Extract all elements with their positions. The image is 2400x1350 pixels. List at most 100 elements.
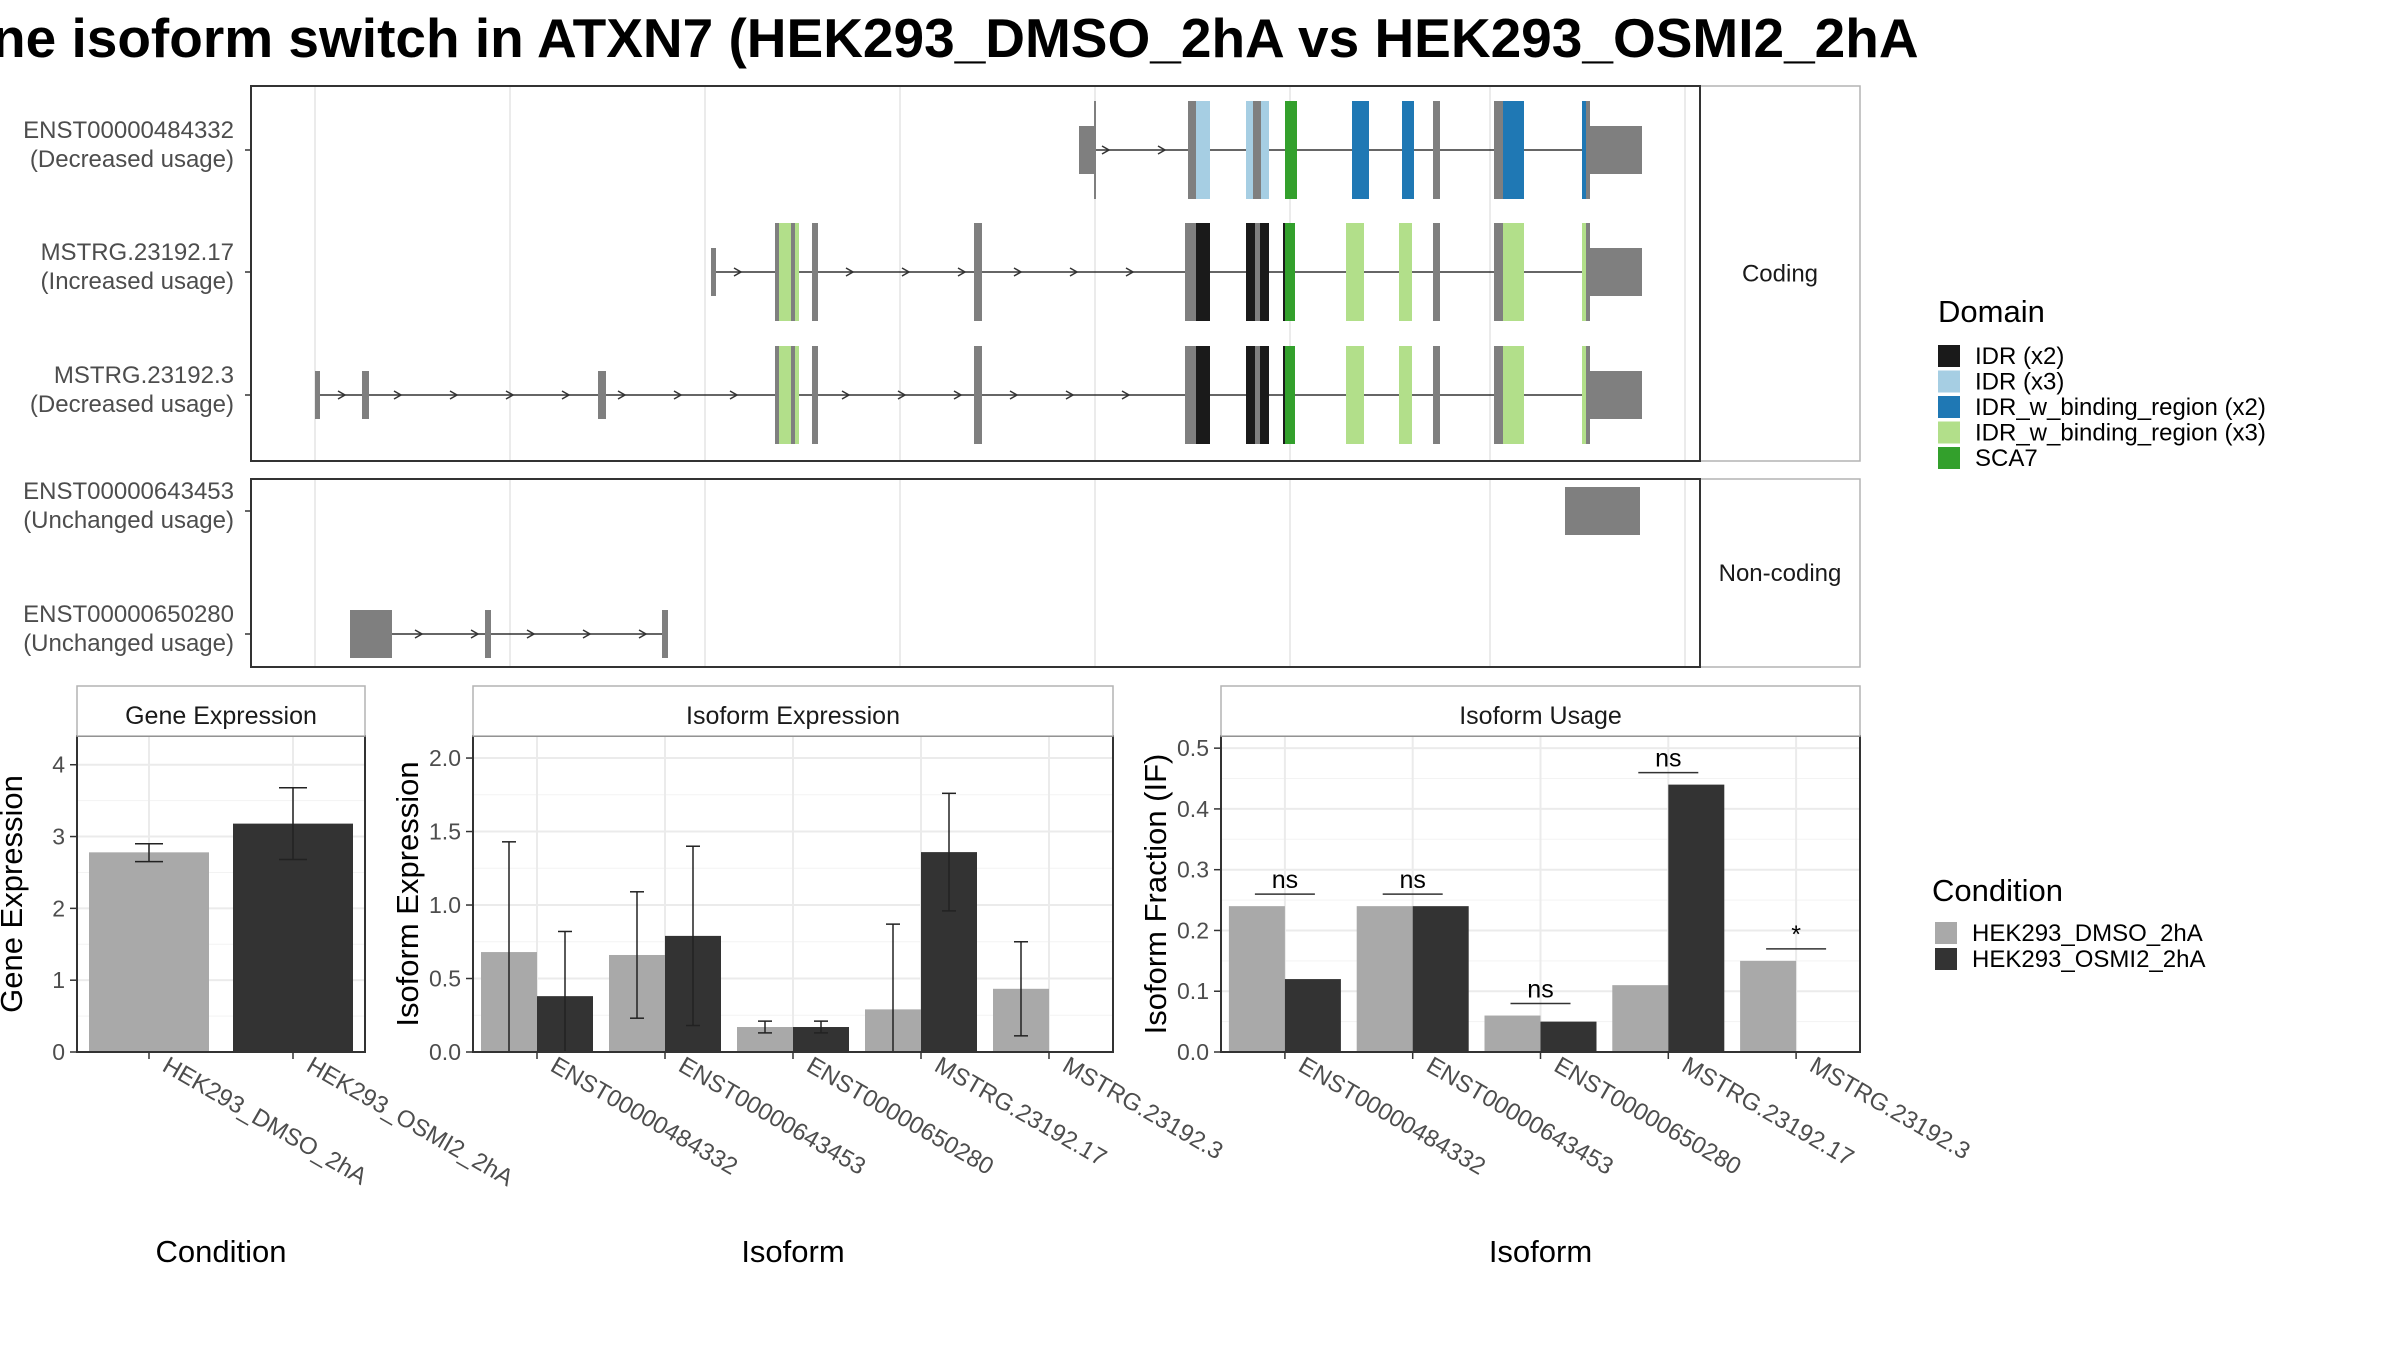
y-tick-label: 0.2 xyxy=(1177,917,1209,943)
y-axis-label: Isoform Expression xyxy=(390,761,425,1026)
facet-strip xyxy=(1699,478,1861,668)
intron-arrow xyxy=(449,390,459,400)
legend-swatch xyxy=(1938,447,1960,469)
isoform-structure-panel: CodingNon-codingENST00000484332(Decrease… xyxy=(23,85,1861,668)
legend-swatch xyxy=(1935,922,1957,944)
exon xyxy=(1246,223,1255,321)
intron-arrow xyxy=(337,390,347,400)
x-axis-label: Condition xyxy=(156,1234,287,1269)
figure-title: ne isoform switch in ATXN7 (HEK293_DMSO_… xyxy=(0,7,1919,69)
legend-swatch xyxy=(1938,396,1960,418)
intron-arrow xyxy=(1013,267,1023,277)
chart-panel: ns ns ns ns * Isoform Usage 0.0 0.1 0.2 0.3 0.4 0.5… xyxy=(1138,685,1975,1269)
exon xyxy=(1565,487,1640,535)
exon xyxy=(1260,223,1269,321)
isoform-usage-label: (Increased usage) xyxy=(41,268,234,295)
intron-arrow xyxy=(470,629,480,639)
exon xyxy=(1503,101,1524,199)
exon xyxy=(1253,101,1261,199)
condition-legend-title: Condition xyxy=(1932,873,2063,908)
bar xyxy=(1740,960,1797,1052)
intron-arrow xyxy=(841,390,851,400)
facet-label: Non-coding xyxy=(1719,560,1842,587)
y-tick-label: 3 xyxy=(52,824,65,850)
exon xyxy=(1079,126,1094,174)
intron-arrow xyxy=(505,390,515,400)
exon xyxy=(1582,346,1586,444)
exon xyxy=(791,346,795,444)
exon xyxy=(1094,101,1096,199)
exon xyxy=(1402,101,1414,199)
intron-arrow xyxy=(617,390,627,400)
isoform-id-label: ENST00000650280 xyxy=(23,601,234,628)
exon xyxy=(485,610,491,658)
y-axis-label: Gene Expression xyxy=(0,775,29,1013)
exon xyxy=(1590,248,1642,296)
exon xyxy=(598,371,606,419)
legend-label: SCA7 xyxy=(1975,445,2038,472)
intron-arrow xyxy=(1069,267,1079,277)
y-tick-label: 0.0 xyxy=(429,1039,461,1065)
intron-arrow xyxy=(897,390,907,400)
exon xyxy=(1246,346,1255,444)
exon xyxy=(779,223,791,321)
bar xyxy=(89,852,209,1052)
y-tick-label: 0.5 xyxy=(1177,735,1209,761)
y-tick-label: 4 xyxy=(52,752,65,778)
exon xyxy=(1196,346,1210,444)
exon xyxy=(1196,101,1210,199)
facet-label: Coding xyxy=(1742,261,1818,288)
structure-panel-border xyxy=(250,85,1701,462)
isoform-id-label: MSTRG.23192.17 xyxy=(41,239,234,266)
bar xyxy=(1284,979,1341,1052)
exon xyxy=(1586,101,1590,199)
y-tick-label: 0.5 xyxy=(429,966,461,992)
intron-arrow xyxy=(561,390,571,400)
isoform-id-label: ENST00000643453 xyxy=(23,478,234,505)
exon xyxy=(974,346,982,444)
exon xyxy=(1188,101,1196,199)
structure-panel-border xyxy=(250,478,1701,668)
exon xyxy=(1352,101,1369,199)
y-tick-label: 0.1 xyxy=(1177,978,1209,1004)
legend-label: HEK293_DMSO_2hA xyxy=(1972,920,2203,947)
exon xyxy=(775,223,779,321)
legend-label: HEK293_OSMI2_2hA xyxy=(1972,946,2205,973)
intron-arrow xyxy=(729,390,739,400)
significance-label: ns xyxy=(1527,976,1553,1004)
significance-label: * xyxy=(1791,921,1801,949)
exon xyxy=(1283,346,1285,444)
exon xyxy=(711,248,716,296)
structure-panel-bg xyxy=(251,479,1700,667)
bar xyxy=(1228,906,1285,1052)
chart-panel: Isoform Expression0.00.51.01.52.0Isoform… xyxy=(390,685,1227,1269)
intron-arrow xyxy=(901,267,911,277)
intron-arrow xyxy=(414,629,424,639)
intron-arrow xyxy=(957,267,967,277)
exon xyxy=(1503,346,1524,444)
legend-swatch xyxy=(1938,421,1960,444)
chart-strip xyxy=(1220,685,1861,737)
isoform-usage-label: (Unchanged usage) xyxy=(23,507,234,534)
legend-label: IDR_w_binding_region (x2) xyxy=(1975,394,2266,421)
exon xyxy=(1433,101,1440,199)
y-tick-label: 0.4 xyxy=(1177,796,1209,822)
y-tick-label: 0 xyxy=(52,1039,65,1065)
intron-arrow xyxy=(526,629,536,639)
y-axis-label: Isoform Fraction (IF) xyxy=(1138,754,1173,1035)
x-axis-label: Isoform xyxy=(1489,1234,1592,1269)
chart-title: Isoform Expression xyxy=(686,702,900,730)
exon xyxy=(779,346,791,444)
legend-label: IDR_w_binding_region (x3) xyxy=(1975,420,2266,447)
exon xyxy=(1261,101,1269,199)
chart-strip xyxy=(472,685,1114,737)
exon xyxy=(812,346,818,444)
intron-arrow xyxy=(733,267,743,277)
exon xyxy=(350,610,392,658)
y-tick-label: 0.0 xyxy=(1177,1039,1209,1065)
legend-label: IDR (x2) xyxy=(1975,343,2064,370)
exon xyxy=(1260,346,1269,444)
exon xyxy=(795,223,799,321)
